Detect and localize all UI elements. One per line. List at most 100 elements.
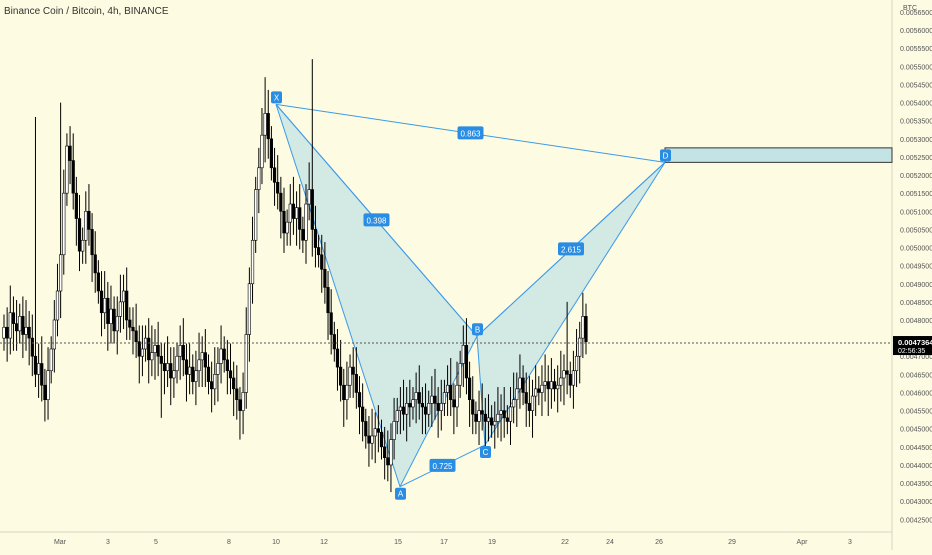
candle-body[interactable] (477, 410, 481, 422)
candle-body[interactable] (269, 138, 274, 169)
candle-body[interactable] (549, 381, 553, 390)
candle-body[interactable] (84, 210, 88, 241)
candle-body[interactable] (301, 229, 305, 241)
candle-body[interactable] (442, 392, 447, 404)
candles[interactable] (2, 59, 588, 493)
candle-body[interactable] (257, 167, 261, 190)
candle-body[interactable] (172, 370, 176, 379)
pattern-point-c[interactable]: C (480, 446, 491, 459)
candle-body[interactable] (24, 326, 28, 335)
candle-body[interactable] (411, 399, 415, 408)
candle-body[interactable] (125, 290, 129, 321)
candle-body[interactable] (423, 406, 428, 415)
pattern-labels[interactable]: X A B C D 0.398 0.725 2.615 0.863 (271, 91, 671, 500)
candle-body[interactable] (291, 203, 296, 219)
pattern-point-x[interactable]: X (271, 91, 282, 104)
price-axis[interactable]: 0.0056500 0.0056000 0.0055500 0.0055000 0.00… (893, 10, 932, 524)
candle-body[interactable] (405, 403, 409, 415)
candle-body[interactable] (398, 406, 402, 411)
candle-body[interactable] (496, 413, 500, 422)
candle-body[interactable] (228, 370, 233, 379)
candle-body[interactable] (433, 395, 437, 404)
candle-body[interactable] (392, 421, 396, 440)
candle-body[interactable] (21, 316, 25, 335)
candle-body[interactable] (238, 399, 242, 411)
candle-body[interactable] (408, 403, 412, 408)
ratio-label-ac[interactable]: 0.725 (429, 458, 456, 472)
candle-body[interactable] (206, 366, 211, 382)
candle-body[interactable] (162, 363, 167, 372)
candle-body[interactable] (11, 312, 16, 324)
candle-body[interactable] (320, 254, 324, 270)
candle-body[interactable] (351, 366, 355, 375)
candle-body[interactable] (260, 134, 264, 169)
candle-body[interactable] (131, 326, 135, 332)
candle-body[interactable] (298, 207, 302, 230)
candle-body[interactable] (471, 399, 475, 415)
candle-body[interactable] (27, 326, 31, 339)
candle-body[interactable] (165, 363, 170, 372)
candle-body[interactable] (458, 363, 462, 386)
candle-body[interactable] (30, 337, 34, 357)
candle-body[interactable] (354, 374, 358, 393)
candle-body[interactable] (464, 345, 469, 379)
candle-body[interactable] (361, 406, 365, 422)
candle-body[interactable] (581, 316, 585, 339)
candle-body[interactable] (486, 417, 491, 422)
candle-body[interactable] (568, 374, 572, 386)
candle-body[interactable] (534, 388, 538, 397)
candle-body[interactable] (279, 192, 283, 212)
candle-body[interactable] (521, 377, 525, 393)
candle-body[interactable] (552, 381, 557, 390)
candle-body[interactable] (376, 428, 380, 433)
candle-body[interactable] (59, 254, 63, 292)
candle-body[interactable] (37, 363, 41, 375)
candle-body[interactable] (153, 345, 157, 353)
candle-body[interactable] (191, 366, 195, 382)
candle-body[interactable] (121, 290, 126, 303)
candle-body[interactable] (81, 239, 85, 252)
candle-body[interactable] (493, 421, 497, 426)
candle-body[interactable] (370, 435, 374, 444)
pattern-point-b[interactable]: B (472, 323, 483, 336)
candle-body[interactable] (93, 254, 97, 274)
candle-body[interactable] (266, 113, 270, 140)
candle-body[interactable] (427, 403, 431, 415)
candle-body[interactable] (455, 384, 459, 408)
pattern-point-d[interactable]: D (660, 149, 671, 162)
candle-body[interactable] (247, 283, 251, 335)
candle-body[interactable] (524, 392, 528, 404)
candle-body[interactable] (357, 392, 362, 408)
candle-body[interactable] (43, 384, 47, 401)
candle-body[interactable] (285, 221, 289, 234)
candle-body[interactable] (326, 287, 330, 314)
candle-body[interactable] (508, 406, 513, 422)
candle-body[interactable] (530, 395, 535, 411)
candle-body[interactable] (439, 403, 443, 411)
candle-body[interactable] (386, 457, 390, 466)
candle-body[interactable] (222, 348, 226, 361)
candle-body[interactable] (175, 355, 179, 372)
candle-body[interactable] (109, 308, 113, 324)
candle-body[interactable] (332, 334, 336, 350)
candle-body[interactable] (499, 410, 503, 415)
candle-body[interactable] (414, 392, 418, 401)
candle-body[interactable] (329, 312, 333, 335)
candle-body[interactable] (128, 319, 132, 328)
candle-body[interactable] (147, 337, 151, 361)
candle-body[interactable] (71, 160, 75, 194)
candle-body[interactable] (74, 192, 78, 219)
candle-body[interactable] (282, 210, 286, 234)
target-zone[interactable] (664, 147, 893, 163)
candle-body[interactable] (194, 370, 198, 382)
candle-body[interactable] (250, 239, 255, 285)
candle-body[interactable] (244, 334, 248, 393)
candle-body[interactable] (150, 352, 154, 361)
candle-body[interactable] (103, 297, 107, 314)
candle-body[interactable] (188, 366, 192, 375)
candle-body[interactable] (430, 395, 434, 404)
candle-body[interactable] (367, 435, 371, 444)
candle-body[interactable] (543, 381, 547, 386)
candle-body[interactable] (527, 403, 531, 411)
candle-body[interactable] (219, 348, 223, 364)
